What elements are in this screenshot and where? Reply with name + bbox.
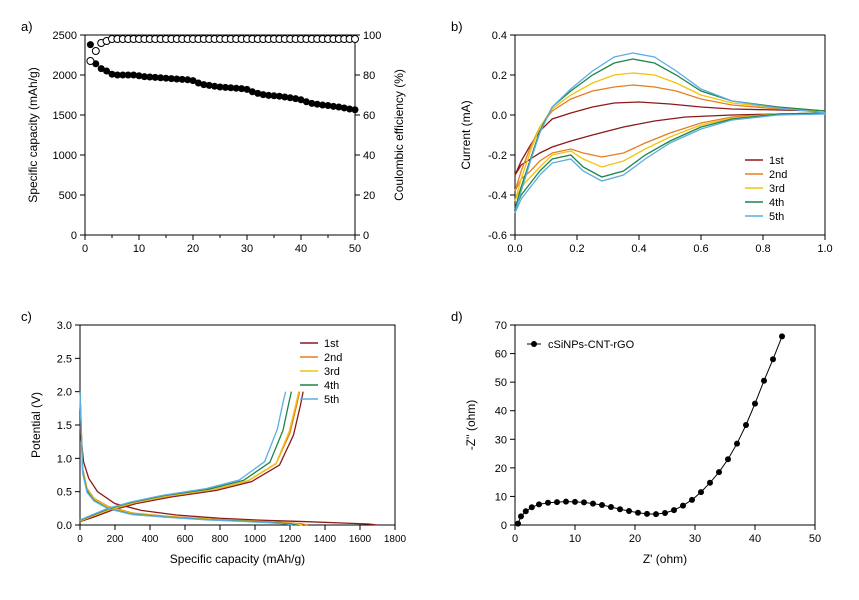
panel-c: c) 0200400600800100012001400160018000.00… bbox=[15, 305, 425, 585]
svg-text:20: 20 bbox=[187, 243, 199, 255]
svg-text:3rd: 3rd bbox=[324, 366, 340, 378]
svg-text:1.0: 1.0 bbox=[817, 243, 832, 255]
svg-text:0.2: 0.2 bbox=[492, 70, 507, 82]
svg-text:50: 50 bbox=[809, 533, 821, 545]
svg-text:30: 30 bbox=[689, 533, 701, 545]
panel-d: d) 0 10 20 30 40 50 0 10 20 30 40 50 60 70 Z' (ohm) -Z'… bbox=[445, 305, 855, 585]
svg-text:10: 10 bbox=[495, 491, 507, 503]
svg-text:0: 0 bbox=[71, 230, 77, 242]
svg-text:40: 40 bbox=[495, 406, 507, 418]
svg-text:cSiNPs-CNT-rGO: cSiNPs-CNT-rGO bbox=[548, 339, 635, 351]
svg-text:0: 0 bbox=[512, 533, 518, 545]
svg-text:60: 60 bbox=[363, 110, 375, 122]
svg-text:1000: 1000 bbox=[53, 150, 77, 162]
figure-grid: a) 0102030405005001000150020002500020406… bbox=[15, 15, 844, 585]
svg-text:0.5: 0.5 bbox=[57, 487, 72, 499]
svg-text:10: 10 bbox=[133, 243, 145, 255]
svg-text:0: 0 bbox=[501, 520, 507, 532]
svg-text:0.4: 0.4 bbox=[492, 30, 507, 42]
svg-text:800: 800 bbox=[212, 534, 229, 545]
svg-text:2000: 2000 bbox=[53, 70, 77, 82]
svg-text:500: 500 bbox=[59, 190, 77, 202]
svg-text:0.0: 0.0 bbox=[507, 243, 522, 255]
svg-text:0.0: 0.0 bbox=[57, 520, 72, 532]
svg-text:0.8: 0.8 bbox=[755, 243, 770, 255]
svg-text:Potential (V): Potential (V) bbox=[29, 392, 43, 458]
svg-text:0.4: 0.4 bbox=[631, 243, 646, 255]
svg-text:3.0: 3.0 bbox=[57, 320, 72, 332]
svg-text:0.0: 0.0 bbox=[492, 110, 507, 122]
svg-text:2nd: 2nd bbox=[324, 352, 342, 364]
svg-text:1.5: 1.5 bbox=[57, 420, 72, 432]
svg-text:40: 40 bbox=[363, 150, 375, 162]
svg-text:30: 30 bbox=[495, 434, 507, 446]
svg-text:100: 100 bbox=[363, 30, 381, 42]
svg-text:2.5: 2.5 bbox=[57, 353, 72, 365]
panel-c-svg: 0 200 400 600 800 1000 1200 1400 1600 1800 0.0 0.5 1… bbox=[15, 305, 425, 575]
panel-d-svg: 0 10 20 30 40 50 0 10 20 30 40 50 60 70 Z' (ohm) -Z'' (… bbox=[445, 305, 855, 575]
svg-text:20: 20 bbox=[629, 533, 641, 545]
svg-text:30: 30 bbox=[241, 243, 253, 255]
svg-text:600: 600 bbox=[177, 534, 194, 545]
svg-text:40: 40 bbox=[295, 243, 307, 255]
svg-text:70: 70 bbox=[495, 320, 507, 332]
svg-text:2.0: 2.0 bbox=[57, 387, 72, 399]
svg-text:0.2: 0.2 bbox=[569, 243, 584, 255]
panel-d-label: d) bbox=[451, 309, 463, 324]
svg-text:50: 50 bbox=[349, 243, 361, 255]
svg-text:1st: 1st bbox=[769, 155, 784, 167]
svg-text:5th: 5th bbox=[769, 211, 784, 223]
svg-text:80: 80 bbox=[363, 70, 375, 82]
svg-text:1000: 1000 bbox=[244, 534, 267, 545]
svg-text:-0.6: -0.6 bbox=[488, 230, 507, 242]
svg-text:1400: 1400 bbox=[314, 534, 337, 545]
svg-text:1.0: 1.0 bbox=[57, 453, 72, 465]
svg-text:2500: 2500 bbox=[53, 30, 77, 42]
svg-text:60: 60 bbox=[495, 349, 507, 361]
svg-text:4th: 4th bbox=[324, 380, 339, 392]
svg-text:3rd: 3rd bbox=[769, 183, 785, 195]
svg-text:Specific capacity (mAh/g): Specific capacity (mAh/g) bbox=[170, 552, 305, 566]
panel-a-svg: 0102030405005001000150020002500020406080… bbox=[15, 15, 425, 285]
svg-text:400: 400 bbox=[142, 534, 159, 545]
svg-text:1600: 1600 bbox=[349, 534, 372, 545]
panel-b-svg: 0.0 0.2 0.4 0.6 0.8 1.0 -0.6 -0.4 -0.2 0.0 0.2 0.4 C… bbox=[445, 15, 855, 285]
svg-text:0: 0 bbox=[82, 243, 88, 255]
svg-text:40: 40 bbox=[749, 533, 761, 545]
svg-text:0: 0 bbox=[363, 230, 369, 242]
panel-b-label: b) bbox=[451, 19, 463, 34]
svg-text:50: 50 bbox=[495, 377, 507, 389]
svg-text:Current (mA): Current (mA) bbox=[459, 100, 473, 169]
svg-text:Z' (ohm): Z' (ohm) bbox=[643, 552, 687, 566]
svg-text:-0.2: -0.2 bbox=[488, 150, 507, 162]
svg-text:-Z'' (ohm): -Z'' (ohm) bbox=[464, 400, 478, 451]
svg-text:200: 200 bbox=[107, 534, 124, 545]
panel-b: b) 0.00.20.40.60.81.0-0.6-0.4-0.20.00.20… bbox=[445, 15, 855, 295]
svg-text:1200: 1200 bbox=[279, 534, 302, 545]
svg-text:4th: 4th bbox=[769, 197, 784, 209]
svg-text:5th: 5th bbox=[324, 394, 339, 406]
svg-text:-0.4: -0.4 bbox=[488, 190, 507, 202]
svg-text:20: 20 bbox=[495, 463, 507, 475]
svg-text:20: 20 bbox=[363, 190, 375, 202]
svg-text:10: 10 bbox=[569, 533, 581, 545]
panel-c-label: c) bbox=[21, 309, 32, 324]
panel-a-label: a) bbox=[21, 19, 33, 34]
svg-text:2nd: 2nd bbox=[769, 169, 787, 181]
svg-text:0.6: 0.6 bbox=[693, 243, 708, 255]
svg-text:Specific capacity (mAh/g): Specific capacity (mAh/g) bbox=[26, 67, 40, 202]
svg-text:Coulombic efficiency (%): Coulombic efficiency (%) bbox=[392, 69, 406, 201]
svg-text:1st: 1st bbox=[324, 338, 339, 350]
svg-text:0: 0 bbox=[77, 534, 83, 545]
svg-text:1800: 1800 bbox=[384, 534, 407, 545]
svg-text:1500: 1500 bbox=[53, 110, 77, 122]
panel-a: a) 0102030405005001000150020002500020406… bbox=[15, 15, 425, 295]
